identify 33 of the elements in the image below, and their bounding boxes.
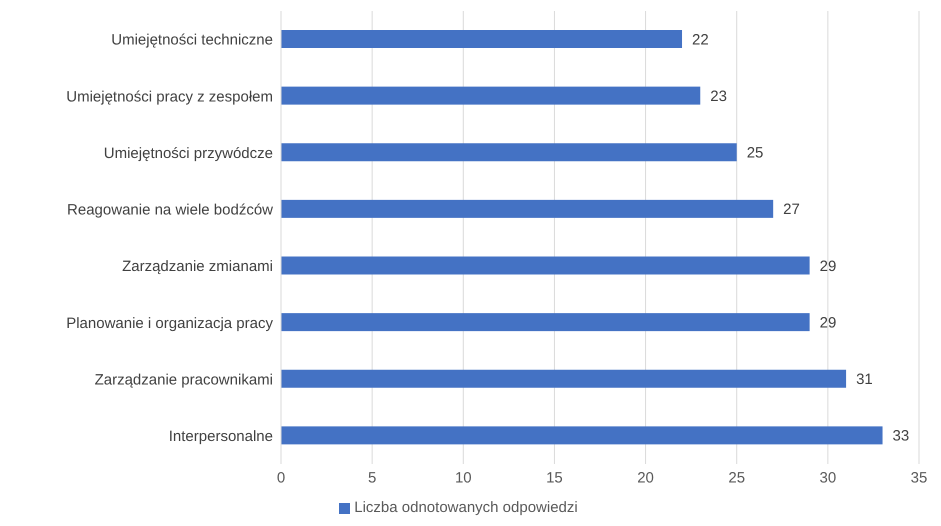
y-tick-label: Umiejętności techniczne bbox=[111, 32, 273, 49]
y-tick-label: Zarządzanie pracownikami bbox=[94, 371, 273, 388]
data-label: 33 bbox=[892, 428, 910, 445]
data-label: 27 bbox=[783, 201, 800, 218]
data-label: 25 bbox=[746, 144, 764, 162]
y-tick-label: Planowanie i organizacja pracy bbox=[66, 314, 274, 332]
data-label: 23 bbox=[710, 88, 727, 105]
y-tick-label: Reagowanie na wiele bodźców bbox=[67, 202, 274, 219]
bar bbox=[281, 200, 774, 218]
bar bbox=[281, 426, 883, 444]
y-tick-label: Umiejętności pracy z zespołem bbox=[66, 88, 273, 106]
data-label: 31 bbox=[856, 371, 873, 388]
y-tick-label: Umiejętności przywódcze bbox=[104, 144, 273, 162]
legend-label: Liczba odnotowanych odpowiedzi bbox=[354, 499, 578, 516]
bar bbox=[281, 143, 737, 162]
data-label: 29 bbox=[820, 314, 836, 332]
x-tick-label: 30 bbox=[820, 470, 836, 487]
x-tick-label: 35 bbox=[910, 470, 928, 487]
x-tick-label: 20 bbox=[637, 470, 654, 487]
x-tick-label: 5 bbox=[368, 470, 376, 487]
data-label: 29 bbox=[820, 258, 836, 275]
x-tick-label: 25 bbox=[728, 470, 746, 487]
bar bbox=[281, 30, 682, 48]
bar bbox=[281, 370, 846, 388]
bar bbox=[281, 313, 810, 332]
bar bbox=[281, 86, 700, 105]
y-tick-label: Interpersonalne bbox=[168, 428, 273, 446]
x-tick-label: 15 bbox=[546, 470, 563, 487]
bar bbox=[281, 256, 810, 274]
x-tick-label: 10 bbox=[454, 470, 472, 487]
x-tick-label: 0 bbox=[276, 470, 286, 487]
y-tick-label: Zarządzanie zmianami bbox=[122, 258, 273, 276]
data-label: 22 bbox=[692, 31, 709, 48]
